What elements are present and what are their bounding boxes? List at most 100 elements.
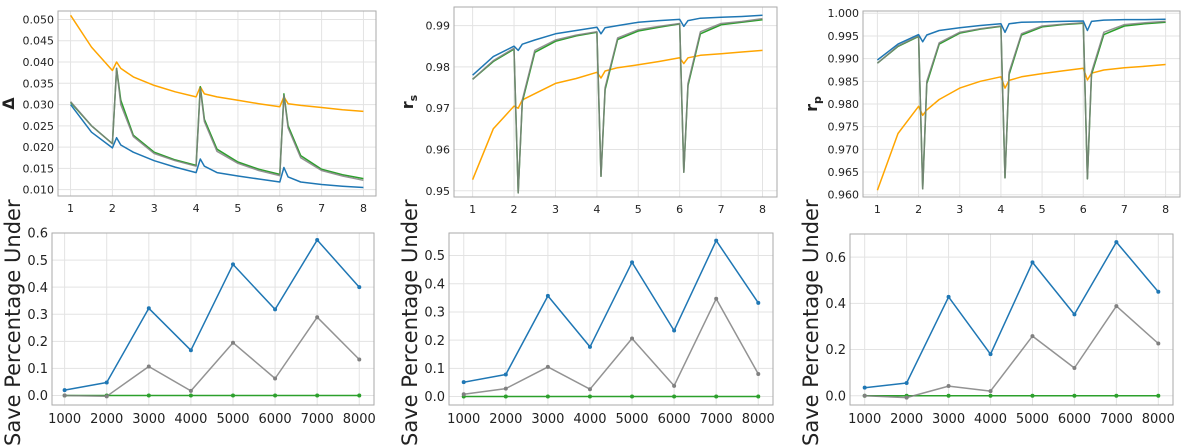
x-tick-label: 5000	[1016, 412, 1049, 427]
data-point-green	[357, 393, 362, 398]
x-tick-label: 6000	[658, 412, 691, 427]
x-tick-label: 2000	[489, 412, 522, 427]
data-point-gray	[503, 386, 508, 391]
data-point-gray	[988, 389, 993, 394]
x-tick-label: 8000	[1142, 412, 1175, 427]
x-tick-label: 8000	[742, 412, 775, 427]
y-tick-label: 0.970	[828, 143, 860, 156]
x-tick-label: 4000	[974, 412, 1007, 427]
y-axis-label-subscript: s	[407, 94, 420, 101]
data-point-gray	[672, 383, 677, 388]
data-point-blue	[146, 306, 151, 311]
data-point-green	[503, 394, 508, 399]
data-point-gray	[146, 364, 151, 369]
x-tick-label: 4	[997, 203, 1004, 216]
x-tick-label: 2000	[890, 412, 923, 427]
data-point-gray	[630, 336, 635, 341]
axes-frame	[57, 10, 377, 197]
series-line-gray	[70, 67, 364, 182]
data-point-gray	[315, 315, 320, 320]
x-tick-label: 1	[874, 203, 881, 216]
series-line-gray	[463, 297, 759, 396]
series-line-blue	[70, 104, 364, 189]
x-tick-label: 6	[676, 203, 683, 216]
data-point-green	[230, 393, 235, 398]
data-point-gray	[587, 387, 592, 392]
y-tick-label: 0.4	[825, 297, 846, 312]
data-point-gray	[946, 384, 951, 389]
x-tick-label: 6	[1080, 203, 1087, 216]
x-tick-label: 3000	[932, 412, 965, 427]
data-point-gray	[1072, 366, 1077, 371]
x-tick-label: 1000	[48, 412, 81, 427]
x-tick-label: 8	[759, 203, 766, 216]
data-point-blue	[188, 348, 193, 353]
y-axis-label-main: Δ	[0, 97, 18, 110]
data-point-green	[946, 393, 951, 398]
series-line-gray	[876, 20, 1166, 190]
series-line-blue	[64, 239, 360, 391]
y-tick-label: 0.040	[23, 56, 55, 69]
x-tick-label: 6	[276, 202, 283, 215]
data-point-gray	[104, 394, 109, 399]
axes-frame	[453, 6, 778, 198]
y-axis-label-main: r	[398, 101, 417, 109]
y-tick-label: 0.960	[828, 189, 860, 202]
data-point-green	[756, 394, 761, 399]
data-point-green	[672, 394, 677, 399]
x-tick-label: 8000	[343, 412, 376, 427]
data-point-gray	[1156, 341, 1161, 346]
data-point-gray	[188, 388, 193, 393]
y-tick-label: 0.2	[825, 343, 846, 358]
y-tick-label: 0.025	[23, 120, 55, 133]
x-tick-label: 2	[109, 202, 116, 215]
y-axis-label: Δ	[0, 97, 18, 110]
data-point-green	[273, 393, 278, 398]
y-tick-label: 0.2	[27, 335, 48, 350]
data-point-blue	[1030, 260, 1035, 265]
x-tick-label: 3000	[132, 412, 165, 427]
data-point-gray	[1114, 304, 1119, 309]
x-tick-label: 7000	[700, 412, 733, 427]
x-tick-label: 3	[956, 203, 963, 216]
y-tick-label: 0.1	[424, 362, 445, 377]
x-tick-label: 6000	[259, 412, 292, 427]
data-point-green	[587, 394, 592, 399]
series-line-orange	[471, 49, 763, 180]
y-axis-label: Save Percentage Under	[799, 199, 823, 446]
data-point-blue	[461, 380, 466, 385]
x-tick-label: 3	[552, 203, 559, 216]
x-tick-label: 4	[193, 202, 200, 215]
data-point-blue	[904, 381, 909, 386]
y-tick-label: 0.045	[23, 35, 55, 48]
y-tick-label: 0.020	[23, 141, 55, 154]
data-point-gray	[904, 395, 909, 400]
data-point-gray	[273, 376, 278, 381]
plot-area	[862, 240, 1161, 400]
x-tick-label: 5	[635, 203, 642, 216]
axes-frame	[51, 232, 375, 406]
data-point-gray	[714, 296, 719, 301]
series-line-orange	[69, 14, 364, 113]
data-point-gray	[756, 371, 761, 376]
axes-frame	[448, 232, 774, 406]
data-point-green	[1030, 393, 1035, 398]
data-point-blue	[503, 372, 508, 377]
y-tick-label: 0.5	[27, 254, 48, 269]
data-point-green	[188, 393, 193, 398]
x-tick-label: 2	[511, 203, 518, 216]
y-tick-label: 0.4	[424, 277, 445, 292]
y-tick-label: 0.3	[27, 308, 48, 323]
series-line-blue	[876, 18, 1166, 61]
series-line-gray	[472, 17, 763, 194]
y-tick-label: 0.995	[828, 30, 860, 43]
subplot-1: 1 2 3 4 5 6 7 8 0.010 0.015 0.020 0.025 0.030 0.035 0.…	[0, 10, 377, 215]
y-tick-label: 0.010	[23, 184, 55, 197]
y-tick-label: 0.4	[27, 281, 48, 296]
data-point-green	[545, 394, 550, 399]
x-tick-label: 5000	[216, 412, 249, 427]
x-tick-label: 1000	[848, 412, 881, 427]
y-tick-label: 0.3	[424, 306, 445, 321]
x-tick-label: 7000	[1100, 412, 1133, 427]
data-point-gray	[1030, 334, 1035, 339]
